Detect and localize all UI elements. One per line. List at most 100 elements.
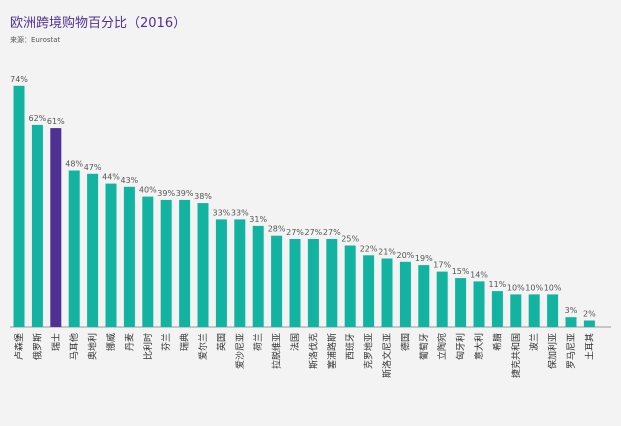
value-label: 40% (139, 186, 157, 195)
bar (105, 183, 117, 327)
value-label: 15% (452, 267, 470, 276)
bar (565, 317, 577, 327)
bar (381, 258, 393, 327)
category-label: 土耳其 (583, 333, 595, 360)
value-label: 14% (470, 270, 488, 279)
value-label: 11% (489, 280, 507, 289)
value-label: 20% (397, 251, 415, 260)
value-label: 39% (157, 189, 175, 198)
bar (160, 199, 172, 327)
value-label: 21% (378, 248, 396, 257)
category-label: 法国 (289, 333, 301, 351)
bar (87, 173, 99, 327)
value-label: 28% (268, 225, 286, 234)
bar (179, 199, 191, 327)
category-label: 葡萄牙 (418, 333, 430, 360)
bar (31, 124, 43, 328)
category-label: 瑞士 (50, 333, 62, 351)
bar (289, 239, 301, 327)
bar (271, 235, 283, 327)
bar (491, 291, 503, 327)
bar (326, 239, 338, 327)
category-label: 希腊 (491, 333, 503, 351)
value-label: 47% (84, 163, 102, 172)
value-label: 62% (29, 114, 47, 123)
bar (307, 239, 319, 327)
bar (547, 294, 559, 327)
value-label: 74% (10, 75, 28, 84)
bar (197, 203, 209, 327)
value-label: 48% (65, 160, 83, 169)
bar (436, 271, 448, 327)
value-label: 27% (305, 228, 323, 237)
category-label: 斯洛伐克 (307, 333, 319, 369)
category-label: 克罗地亚 (363, 333, 375, 369)
value-label: 39% (176, 189, 194, 198)
category-label: 马耳他 (68, 333, 80, 360)
value-label: 31% (249, 215, 267, 224)
category-label: 西班牙 (344, 333, 356, 360)
category-label: 丹麦 (123, 333, 135, 351)
category-label: 罗马尼亚 (566, 333, 577, 369)
bar (50, 128, 62, 327)
category-label: 瑞典 (179, 333, 191, 351)
value-label: 61% (47, 117, 65, 126)
bar (418, 265, 430, 327)
value-label: 27% (323, 228, 341, 237)
value-label: 19% (415, 254, 433, 263)
category-label: 爱沙尼亚 (235, 333, 246, 369)
bar (234, 219, 246, 327)
value-label: 33% (231, 208, 249, 217)
value-label: 27% (286, 228, 304, 237)
bar (528, 294, 540, 327)
category-label: 拉脱维亚 (271, 333, 283, 369)
category-label: 爱尔兰 (197, 333, 209, 360)
bar (68, 170, 80, 327)
bar (583, 320, 595, 327)
category-label: 荷兰 (252, 333, 264, 351)
bar (473, 281, 485, 327)
value-label: 10% (507, 283, 525, 292)
chart-source: 来源：Eurostat (10, 36, 61, 44)
value-label: 33% (213, 208, 231, 217)
category-label: 斯洛文尼亚 (381, 333, 393, 378)
value-label: 25% (341, 235, 359, 244)
bar (510, 294, 522, 327)
chart-title: 欧洲跨境购物百分比（2016） (10, 16, 187, 31)
bar (13, 85, 25, 327)
category-label: 英国 (215, 333, 227, 351)
bar (455, 278, 467, 327)
category-label: 俄罗斯 (31, 333, 43, 360)
bar (344, 245, 356, 327)
value-label: 10% (525, 283, 543, 292)
category-label: 意大利 (473, 333, 485, 360)
value-label: 3% (565, 306, 578, 315)
value-label: 22% (360, 244, 378, 253)
category-label: 芬兰 (160, 333, 172, 351)
value-label: 10% (544, 283, 562, 292)
category-label: 匈牙利 (455, 333, 467, 360)
value-label: 38% (194, 192, 212, 201)
category-label: 奥地利 (87, 333, 99, 360)
bar (399, 261, 411, 327)
category-label: 塞浦路斯 (326, 333, 338, 369)
value-label: 17% (433, 261, 451, 270)
bar (215, 219, 227, 327)
bar (252, 225, 264, 327)
bar (142, 196, 154, 327)
category-label: 波兰 (528, 333, 540, 351)
category-label: 德国 (399, 333, 411, 351)
category-label: 卢森堡 (13, 333, 25, 360)
value-label: 43% (121, 176, 139, 185)
category-label: 捷克共和国 (510, 333, 522, 378)
category-label: 立陶宛 (436, 333, 448, 360)
bar (123, 186, 135, 327)
value-label: 44% (102, 173, 120, 182)
bar (363, 255, 375, 327)
category-label: 保加利亚 (547, 333, 559, 369)
value-label: 2% (583, 310, 596, 319)
category-label: 比利时 (142, 333, 154, 360)
category-label: 挪威 (105, 333, 117, 351)
